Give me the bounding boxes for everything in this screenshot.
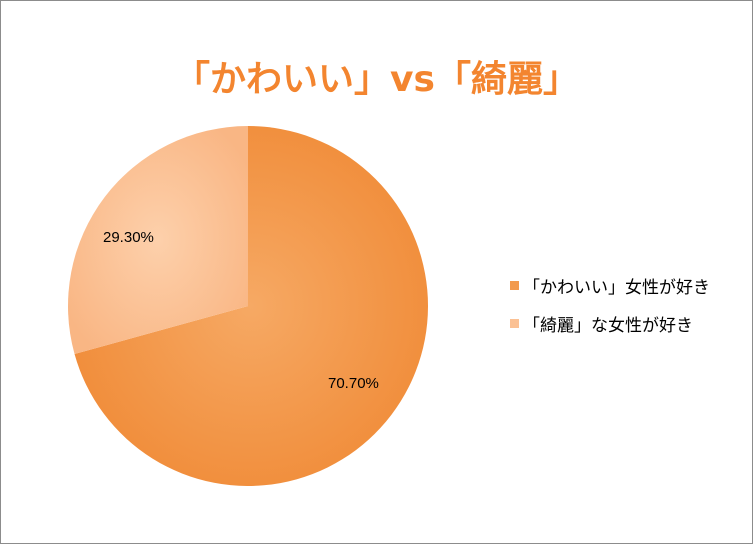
legend-label-kawaii: 「かわいい」女性が好き — [523, 277, 710, 298]
pie-slice-kawaii — [74, 126, 429, 486]
legend-label-kirei: 「綺麗」な女性が好き — [523, 315, 693, 336]
legend-item-kawaii: 「かわいい」女性が好き — [510, 273, 710, 298]
chart-title: 「かわいい」vs「綺麗」 — [174, 59, 579, 100]
legend-swatch-kirei — [510, 318, 519, 328]
data-label-kirei: 29.30% — [103, 229, 154, 246]
legend: 「かわいい」女性が好き 「綺麗」な女性が好き — [510, 273, 710, 349]
pie-slices — [68, 126, 429, 486]
data-label-kawaii: 70.70% — [328, 375, 379, 392]
legend-swatch-kawaii — [510, 280, 519, 290]
pie-slice-kirei — [68, 126, 248, 355]
legend-item-kirei: 「綺麗」な女性が好き — [510, 311, 710, 336]
